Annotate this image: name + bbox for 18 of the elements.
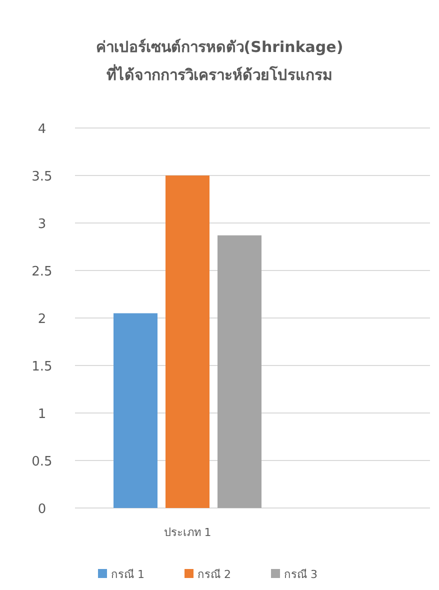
legend-label: กรณี 2 — [198, 568, 231, 581]
legend-label: กรณี 1 — [111, 568, 144, 581]
y-tick-label: 3 — [38, 217, 46, 232]
bar — [114, 313, 158, 508]
y-tick-label: 0 — [38, 502, 46, 517]
bar — [166, 176, 210, 508]
y-tick-label: 3.5 — [32, 170, 52, 184]
chart-subtitle: ที่ได้จากการวิเคราะห์ด้วยโปรแกรม — [106, 64, 332, 84]
y-tick-label: 4 — [38, 122, 46, 137]
y-tick-label: 1.5 — [32, 360, 52, 374]
bar — [218, 235, 262, 508]
chart-title: ค่าเปอร์เซนต์การหดตัว(Shrinkage) — [96, 38, 344, 56]
x-tick-label: ประเภท 1 — [164, 526, 212, 539]
y-tick-label: 1 — [38, 407, 46, 422]
y-tick-label: 0.5 — [32, 454, 52, 470]
y-tick-label: 2.5 — [32, 264, 52, 280]
y-tick-label: 2 — [38, 312, 46, 327]
legend-label: กรณี 3 — [284, 568, 318, 581]
